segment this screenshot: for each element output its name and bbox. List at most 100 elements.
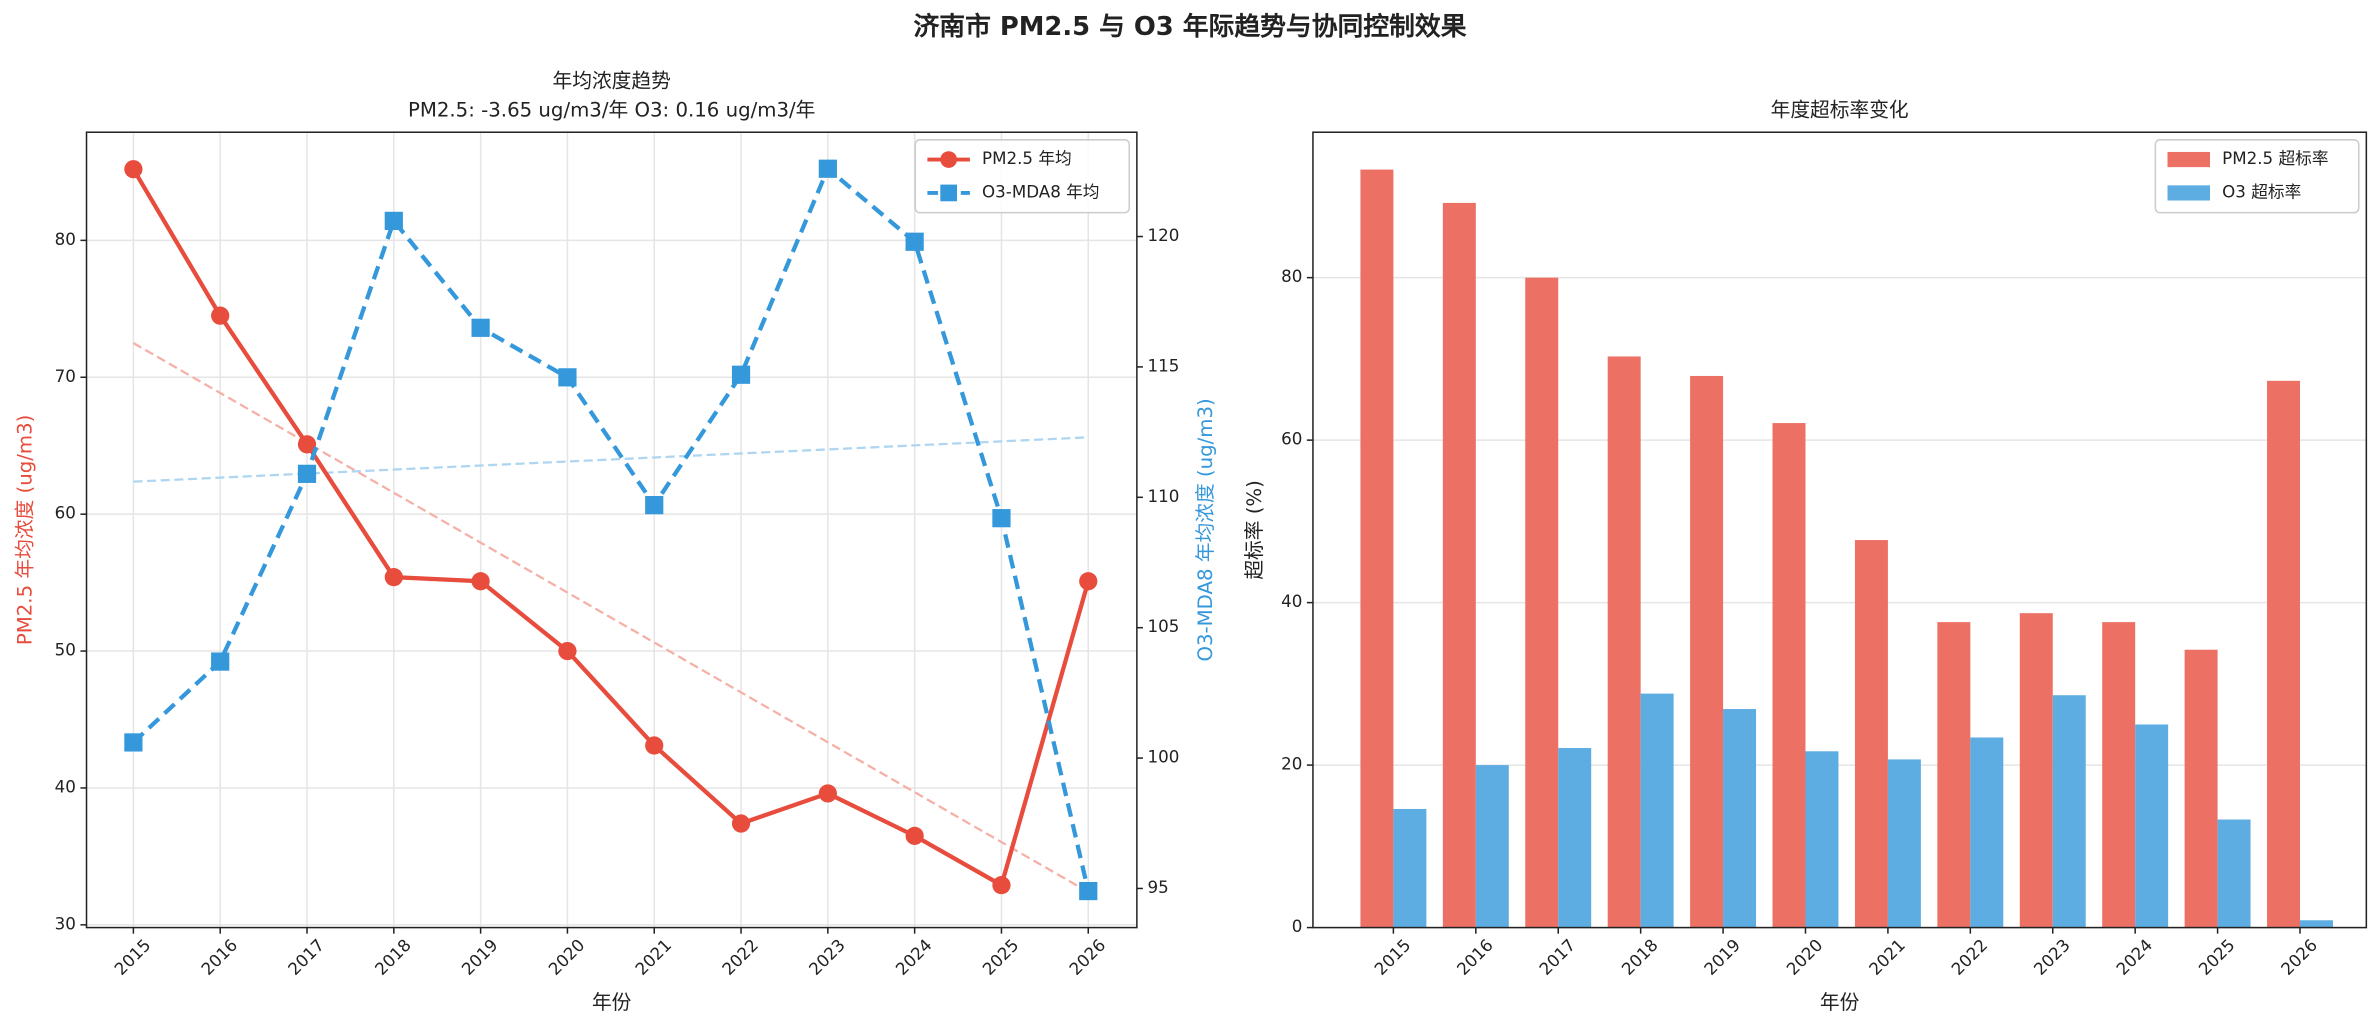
point (384, 211, 403, 230)
bar (2267, 380, 2301, 928)
bar (1805, 751, 1839, 928)
bar (1393, 808, 1427, 928)
x-tick-label: 2021 (632, 935, 675, 978)
legend-swatch (2167, 151, 2210, 168)
x-tick-label: 2018 (371, 935, 414, 978)
x-tick-label: 2021 (1865, 935, 1908, 978)
bar (2300, 920, 2333, 928)
series-line (131, 168, 1091, 889)
x-tick-label: 2024 (2113, 935, 2156, 978)
y-axis-label: PM2.5 年均浓度 (ug/m3) (13, 415, 36, 645)
bar (1360, 169, 1394, 928)
y-tick-label: 30 (55, 914, 76, 933)
point (731, 814, 751, 833)
x-tick-label: 2024 (892, 935, 935, 978)
trend-line (132, 342, 1089, 893)
subplot-title: 年度超标率变化 (1771, 98, 1909, 121)
point (297, 435, 317, 454)
bar (1937, 622, 1971, 928)
y2-tick-label: 95 (1147, 878, 1168, 897)
point (124, 160, 143, 179)
legend-marker (940, 184, 958, 202)
bar (1640, 693, 1674, 928)
point (1079, 572, 1098, 591)
x-tick-label: 2016 (198, 935, 241, 978)
x-tick-label: 2025 (979, 935, 1022, 978)
bar (1475, 765, 1509, 928)
y2-tick-label: 105 (1147, 617, 1179, 636)
point (731, 365, 751, 384)
x-tick-label: 2025 (2195, 935, 2238, 978)
x-tick-label: 2019 (1701, 935, 1744, 978)
bar (2184, 649, 2218, 928)
y2-tick-label: 115 (1147, 356, 1179, 375)
point (818, 159, 837, 178)
bar (2102, 622, 2136, 928)
x-tick-label: 2026 (2278, 935, 2321, 978)
y-tick-label: 70 (55, 367, 76, 386)
bar (1607, 356, 1641, 928)
y-tick-label: 60 (1281, 430, 1302, 449)
bar (2052, 695, 2086, 928)
x-tick-label: 2020 (545, 935, 588, 978)
y-tick-label: 20 (1281, 755, 1302, 774)
point (1079, 881, 1098, 901)
legend-label: PM2.5 年均 (982, 149, 1072, 168)
bar (1442, 202, 1476, 928)
legend-swatch (2167, 185, 2210, 201)
point (211, 306, 230, 325)
point (211, 652, 230, 671)
plot-frame (1312, 131, 2368, 929)
legend-label: PM2.5 超标率 (2222, 149, 2328, 168)
x-tick-label: 2020 (1783, 935, 1826, 978)
subplot-title: 年均浓度趋势 (553, 70, 671, 93)
bar (1558, 748, 1592, 928)
bar (1970, 737, 2004, 928)
x-tick-label: 2017 (285, 935, 328, 978)
y-axis-label: 超标率 (%) (1243, 480, 1266, 580)
y2-axis-label: O3-MDA8 年均浓度 (ug/m3) (1194, 398, 1217, 661)
y-tick-label: 50 (55, 641, 76, 660)
y-tick-label: 80 (1281, 267, 1302, 286)
x-tick-label: 2022 (719, 935, 762, 978)
series-line (131, 165, 1091, 892)
y2-tick-label: 100 (1147, 748, 1179, 767)
point (384, 568, 403, 587)
x-tick-label: 2026 (1066, 935, 1109, 978)
point (297, 464, 317, 483)
y-tick-label: 80 (55, 230, 76, 249)
point (124, 733, 143, 752)
figure-title: 济南市 PM2.5 与 O3 年际趋势与协同控制效果 (913, 11, 1466, 42)
x-tick-label: 2015 (111, 935, 154, 978)
bar (1887, 759, 1921, 928)
point (645, 496, 664, 515)
point (905, 826, 924, 845)
x-tick-label: 2017 (1536, 935, 1579, 978)
point (818, 784, 837, 803)
point (992, 876, 1011, 895)
point (645, 736, 664, 755)
x-axis-label: 年份 (592, 991, 632, 1014)
y2-tick-label: 110 (1147, 487, 1179, 506)
bar (1690, 375, 1724, 928)
x-tick-label: 2018 (1618, 935, 1661, 978)
bar (1723, 709, 1757, 928)
x-tick-label: 2015 (1371, 935, 1414, 978)
point (558, 641, 577, 661)
x-tick-label: 2022 (1948, 935, 1991, 978)
subplot-subtitle: PM2.5: -3.65 ug/m3/年 O3: 0.16 ug/m3/年 (408, 98, 815, 121)
x-tick-label: 2019 (458, 935, 501, 978)
point (992, 509, 1011, 528)
y-tick-label: 60 (55, 504, 76, 523)
y2-tick-label: 120 (1147, 226, 1179, 245)
bar (2019, 613, 2053, 928)
point (558, 368, 577, 387)
y-tick-label: 0 (1292, 917, 1303, 936)
x-axis-label: 年份 (1820, 991, 1860, 1014)
bar (2217, 819, 2251, 928)
point (905, 232, 924, 251)
legend-label: O3-MDA8 年均 (982, 182, 1099, 201)
x-tick-label: 2016 (1453, 935, 1496, 978)
